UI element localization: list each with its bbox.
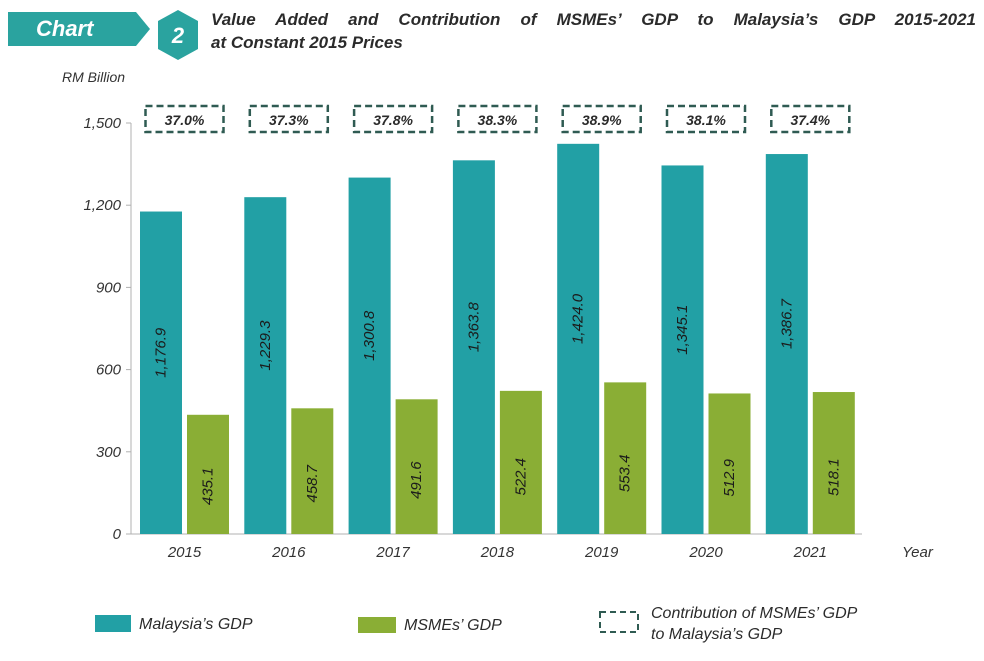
bar-msmes-gdp (395, 399, 438, 534)
x-tick-label: 2021 (793, 544, 827, 561)
data-label-msmes-gdp: 522.4 (512, 458, 529, 496)
chart-badge: Chart 2 (8, 10, 198, 60)
data-label-malaysia-gdp: 1,229.3 (257, 320, 274, 371)
contribution-label: 38.9% (582, 112, 622, 128)
data-label-malaysia-gdp: 1,363.8 (465, 301, 482, 352)
bar-malaysia-gdp (661, 165, 704, 534)
legend-label-contribution-line2: to Malaysia’s GDP (651, 626, 783, 643)
chart-title-line-2: at Constant 2015 Prices (211, 33, 403, 52)
y-tick-label: 1,200 (83, 197, 121, 214)
bar-msmes-gdp (812, 392, 855, 534)
contribution-box (561, 104, 642, 134)
contribution-label: 38.1% (686, 112, 726, 128)
data-label-malaysia-gdp: 1,345.1 (674, 305, 691, 355)
legend-swatch-malaysia-gdp (95, 615, 131, 632)
y-tick-label: 0 (113, 526, 122, 543)
x-tick-label: 2016 (271, 544, 306, 561)
x-tick-label: 2018 (480, 544, 515, 561)
data-label-malaysia-gdp: 1,176.9 (153, 327, 170, 378)
bar-malaysia-gdp (140, 211, 182, 534)
bar-malaysia-gdp (557, 143, 600, 534)
contribution-label: 37.0% (165, 112, 205, 128)
legend-swatch-contribution (599, 611, 639, 633)
y-tick-label: 600 (96, 362, 122, 379)
data-label-msmes-gdp: 553.4 (617, 455, 634, 493)
contribution-label: 37.4% (790, 112, 830, 128)
contribution-label: 37.8% (373, 112, 413, 128)
chart-title-line-1: Value Added and Contribution of MSMEs’ G… (211, 10, 976, 29)
data-label-malaysia-gdp: 1,386.7 (778, 298, 795, 349)
data-label-msmes-gdp: 491.6 (408, 461, 425, 499)
badge-arrow-shape (8, 12, 150, 46)
y-tick-label: 1,500 (83, 115, 121, 132)
data-label-msmes-gdp: 458.7 (304, 464, 321, 502)
legend-label-contribution: Contribution of MSMEs’ GDP (651, 605, 858, 622)
data-label-malaysia-gdp: 1,424.0 (570, 293, 587, 344)
data-label-msmes-gdp: 512.9 (721, 458, 738, 496)
contribution-box (352, 104, 434, 134)
contribution-box (457, 104, 538, 134)
x-tick-label: 2019 (584, 544, 619, 561)
legend-label-malaysia-gdp: Malaysia’s GDP (139, 616, 253, 633)
legend-label-msmes-gdp: MSMEs’ GDP (404, 617, 502, 634)
chart-number-hexagon (158, 10, 198, 60)
y-tick-label: 300 (96, 444, 122, 461)
bar-msmes-gdp (708, 393, 751, 534)
data-label-msmes-gdp: 435.1 (200, 468, 217, 506)
bar-malaysia-gdp (452, 160, 495, 535)
bar-malaysia-gdp (765, 154, 808, 535)
badge-label: Chart (36, 16, 95, 41)
bar-malaysia-gdp (348, 177, 391, 534)
x-axis-label: Year (902, 544, 934, 561)
contribution-label: 37.3% (269, 112, 309, 128)
bar-msmes-gdp (604, 382, 647, 534)
contribution-box (770, 104, 851, 134)
contribution-box (665, 104, 747, 134)
data-label-malaysia-gdp: 1,300.8 (361, 310, 378, 361)
bar-msmes-gdp (291, 408, 334, 534)
contribution-box (144, 104, 225, 134)
chart-title: Value Added and Contribution of MSMEs’ G… (211, 8, 976, 54)
contribution-label: 38.3% (478, 112, 518, 128)
chart-number: 2 (171, 23, 185, 48)
bar-msmes-gdp (499, 390, 542, 534)
y-axis-label: RM Billion (62, 69, 125, 85)
bar-msmes-gdp (187, 414, 229, 534)
x-tick-label: 2017 (375, 544, 410, 561)
x-tick-label: 2015 (167, 544, 202, 561)
legend-swatch-msmes-gdp (358, 617, 396, 633)
data-label-msmes-gdp: 518.1 (825, 458, 842, 496)
bar-malaysia-gdp (244, 197, 287, 534)
contribution-box (248, 104, 330, 134)
x-tick-label: 2020 (688, 544, 723, 561)
y-tick-label: 900 (96, 279, 122, 296)
